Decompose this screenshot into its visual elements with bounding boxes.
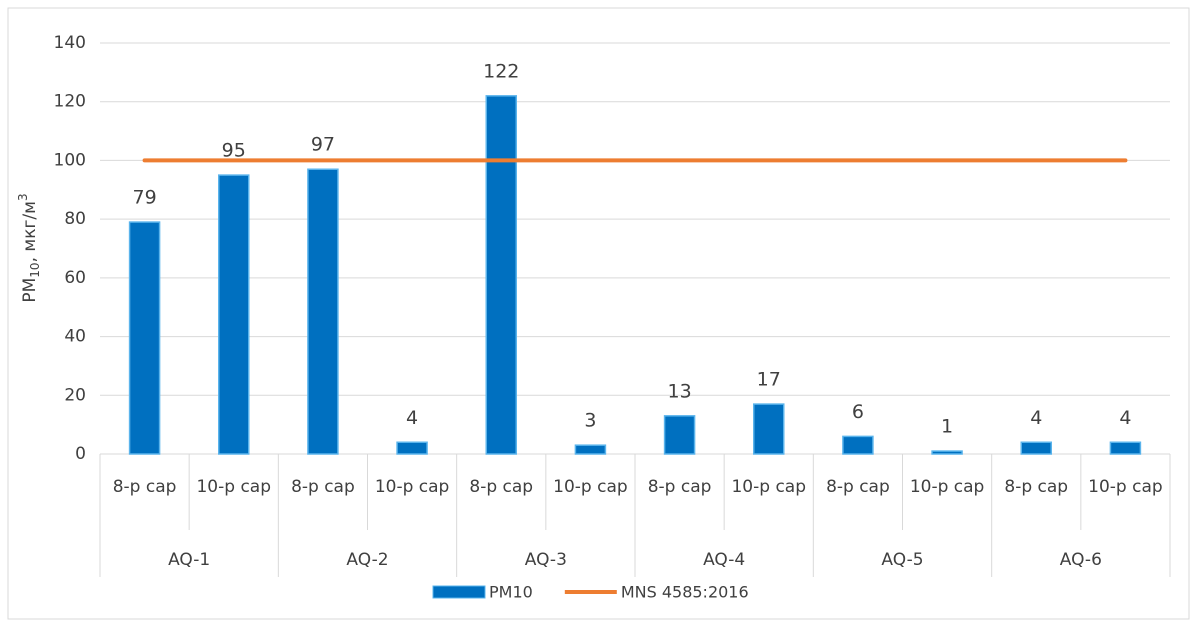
y-label-sub: 10 [28, 262, 42, 277]
data-label: 1 [941, 416, 953, 438]
y-tick-label: 0 [75, 444, 86, 464]
x-tick-label: 8-р сар [113, 477, 177, 497]
data-label: 13 [667, 380, 691, 402]
group-label: AQ-5 [881, 550, 923, 570]
bar [1109, 441, 1142, 455]
x-tick-label: 8-р сар [1004, 477, 1068, 497]
legend-label: MNS 4585:2016 [621, 583, 749, 602]
bar [307, 168, 339, 455]
y-tick-label: 140 [54, 33, 86, 53]
y-tick-label: 80 [64, 209, 86, 229]
bar [842, 435, 874, 455]
x-tick-label: 10-р сар [910, 477, 985, 497]
y-tick-label: 120 [54, 92, 86, 112]
group-label: AQ-1 [168, 550, 210, 570]
bar [574, 444, 607, 455]
bar [663, 415, 696, 455]
data-label: 3 [584, 410, 596, 432]
x-tick-label: 8-р сар [469, 477, 533, 497]
bar [485, 95, 517, 455]
x-tick-label: 10-р сар [1088, 477, 1163, 497]
y-tick-label: 100 [54, 150, 86, 170]
data-label: 79 [132, 187, 156, 209]
x-tick-label: 10-р сар [375, 477, 450, 497]
bar [931, 450, 963, 455]
group-label: AQ-2 [346, 550, 388, 570]
y-axis-label: PM10, мкг/м3 [16, 193, 42, 302]
x-tick-label: 10-р сар [196, 477, 271, 497]
bar [753, 403, 785, 455]
x-tick-label: 10-р сар [553, 477, 628, 497]
y-tick-label: 60 [64, 268, 86, 288]
bar [128, 221, 161, 455]
chart-border [7, 7, 1190, 620]
group-label: AQ-6 [1060, 550, 1102, 570]
group-label: AQ-4 [703, 550, 745, 570]
y-label-sup: 3 [16, 193, 30, 201]
bar [218, 174, 250, 455]
x-tick-label: 10-р сар [731, 477, 806, 497]
x-tick-label: 8-р сар [826, 477, 890, 497]
x-tick-label: 8-р сар [291, 477, 355, 497]
data-label: 95 [222, 140, 246, 162]
y-label-base: PM [20, 278, 40, 303]
y-label-unit: , мкг/м [20, 201, 40, 262]
data-label: 122 [483, 60, 519, 82]
data-label: 4 [1030, 407, 1042, 429]
data-label: 17 [757, 369, 781, 391]
data-label: 6 [852, 401, 864, 423]
legend-label: PM10 [489, 583, 533, 602]
data-label: 97 [311, 134, 335, 156]
y-tick-label: 20 [64, 385, 86, 405]
x-tick-label: 8-р сар [648, 477, 712, 497]
data-label: 4 [1119, 407, 1131, 429]
legend-swatch [432, 585, 486, 599]
y-tick-label: 40 [64, 327, 86, 347]
bar [396, 441, 428, 455]
data-label: 4 [406, 407, 418, 429]
group-label: AQ-3 [525, 550, 567, 570]
bar [1020, 441, 1052, 455]
